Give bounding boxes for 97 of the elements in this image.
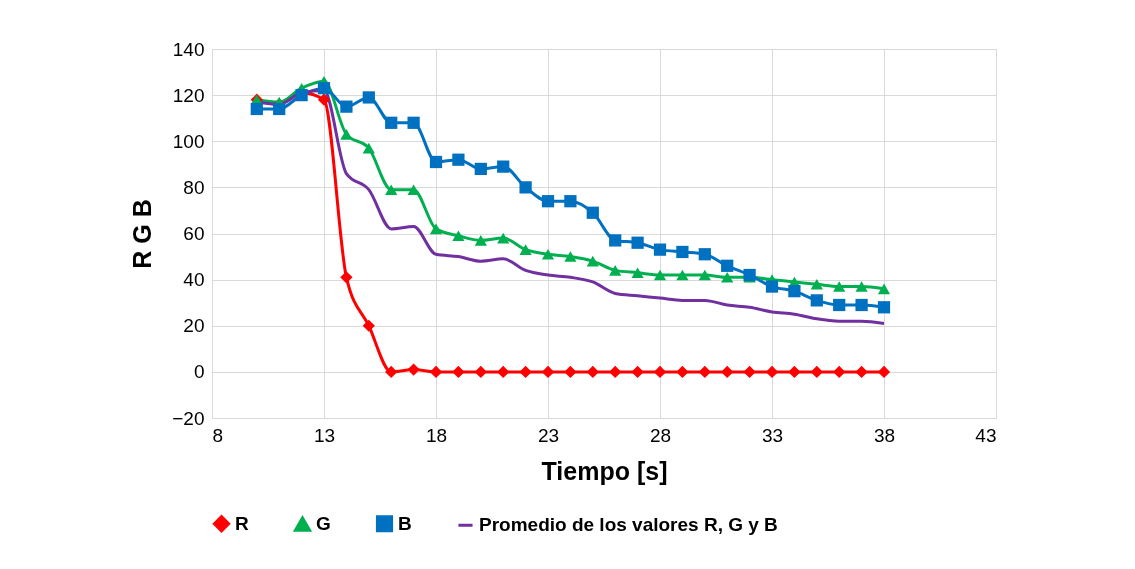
- point: [653, 365, 667, 378]
- point: [877, 301, 891, 314]
- x-tick-label: 8: [212, 424, 224, 446]
- point: [586, 365, 599, 378]
- point: [452, 153, 465, 166]
- x-axis-title: Tiempo [s]: [541, 456, 668, 485]
- point: [519, 365, 532, 378]
- point: [541, 248, 555, 260]
- point: [474, 365, 487, 378]
- y-tick-label: −20: [172, 407, 205, 429]
- point: [273, 102, 286, 116]
- point: [317, 93, 331, 106]
- point: [855, 281, 868, 292]
- point: [721, 365, 734, 378]
- y-axis-title: R G B: [128, 199, 157, 269]
- point: [429, 365, 443, 378]
- y-tick-label: 0: [193, 361, 205, 383]
- point: [429, 223, 443, 235]
- point: [452, 365, 465, 378]
- y-tick-label: 40: [183, 269, 205, 291]
- point: [340, 100, 353, 113]
- point: [340, 271, 353, 284]
- point: [676, 365, 689, 378]
- point: [788, 365, 801, 378]
- point: [474, 162, 487, 176]
- point: [676, 269, 689, 281]
- point: [586, 206, 599, 219]
- point: [810, 294, 823, 307]
- x-tick-label: 38: [873, 424, 896, 446]
- x-tick-label: 43: [975, 424, 997, 446]
- point: [810, 278, 823, 290]
- point: [407, 116, 420, 129]
- point: [362, 91, 375, 104]
- point: [788, 285, 801, 298]
- point: [541, 195, 555, 208]
- point: [519, 244, 532, 255]
- point: [743, 268, 756, 282]
- x-tick-label: 13: [313, 424, 336, 446]
- point: [250, 102, 263, 116]
- point: [810, 365, 823, 378]
- point: [877, 283, 891, 295]
- point: [497, 160, 510, 173]
- y-tick-label: 140: [172, 38, 205, 60]
- point: [362, 142, 375, 154]
- point: [429, 155, 443, 169]
- point: [721, 272, 734, 283]
- point: [653, 269, 667, 281]
- point: [564, 251, 577, 262]
- point: [698, 248, 711, 261]
- y-tick-label: 80: [183, 176, 205, 198]
- point: [743, 365, 756, 378]
- point: [519, 181, 532, 194]
- point: [564, 365, 577, 378]
- legend-label: Promedio de los valores R, G y B: [479, 514, 778, 536]
- point: [877, 365, 891, 378]
- point: [855, 365, 868, 378]
- point: [497, 232, 510, 244]
- point: [833, 298, 846, 312]
- point: [721, 259, 734, 272]
- point: [631, 267, 644, 279]
- point: [385, 184, 398, 195]
- legend-label: R: [235, 512, 249, 534]
- y-tick-label: 100: [172, 130, 205, 152]
- point: [474, 235, 487, 246]
- point: [653, 243, 667, 256]
- point: [609, 265, 622, 276]
- x-tick-label: 23: [537, 424, 560, 446]
- legend-label: B: [398, 512, 412, 534]
- point: [609, 365, 622, 378]
- point: [586, 255, 599, 267]
- y-tick-label: 120: [172, 84, 205, 106]
- legend-label: G: [316, 513, 331, 535]
- point: [833, 281, 846, 292]
- point: [407, 363, 420, 376]
- point: [541, 365, 555, 378]
- point: [609, 234, 622, 247]
- point: [385, 116, 398, 129]
- x-tick-label: 33: [761, 424, 784, 446]
- point: [564, 195, 577, 208]
- point: [855, 298, 868, 312]
- point: [698, 269, 711, 281]
- x-tick-label: 28: [649, 424, 672, 446]
- point: [833, 365, 846, 378]
- point: [676, 245, 689, 259]
- point: [765, 280, 779, 293]
- point: [497, 365, 510, 378]
- point: [631, 236, 644, 249]
- y-tick-label: 20: [183, 315, 205, 337]
- point: [317, 82, 331, 95]
- point: [452, 230, 465, 242]
- y-tick-label: 60: [183, 223, 205, 244]
- x-tick-label: 18: [425, 424, 448, 446]
- point: [765, 365, 779, 378]
- point: [385, 365, 398, 378]
- point: [362, 319, 375, 332]
- point: [698, 365, 711, 378]
- point: [631, 365, 644, 378]
